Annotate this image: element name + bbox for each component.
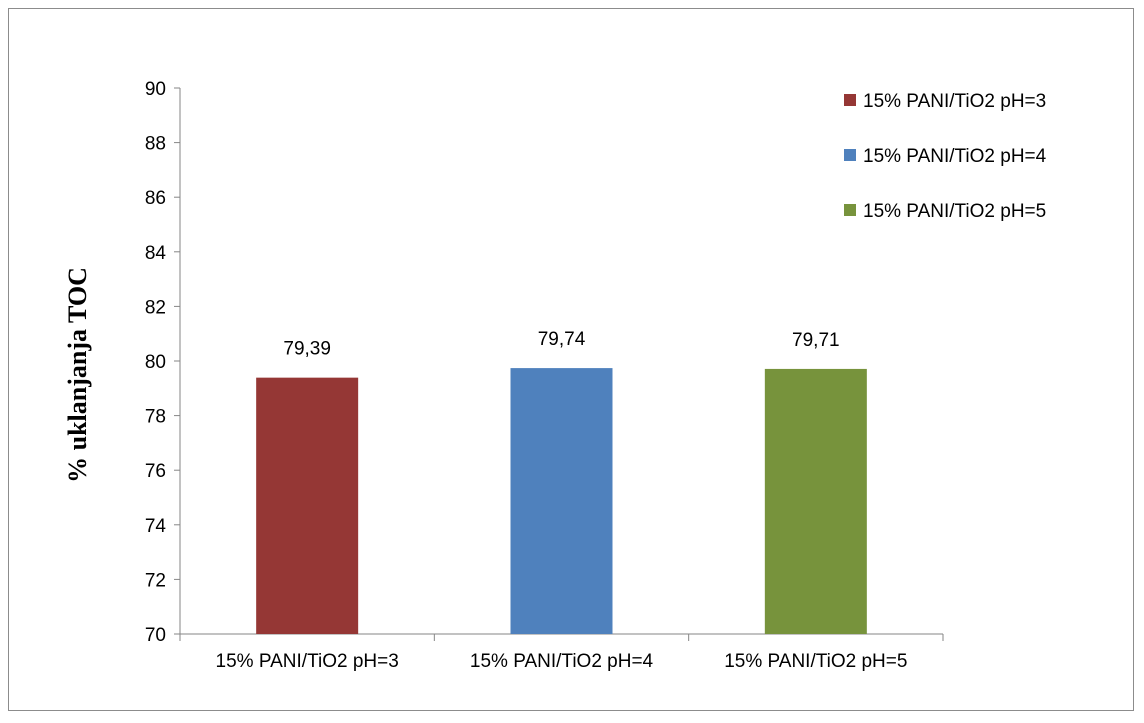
y-tick-label: 74 bbox=[145, 516, 167, 537]
y-tick-label: 78 bbox=[145, 407, 166, 428]
bars: 79,39 79,74 79,71 bbox=[256, 329, 867, 634]
bar bbox=[764, 368, 867, 634]
y-tick-label: 80 bbox=[145, 352, 166, 373]
legend-swatch bbox=[844, 149, 856, 161]
x-tick-label: 15% PANI/TiO2 pH=5 bbox=[724, 651, 907, 672]
legend-swatch bbox=[844, 204, 856, 216]
bar bbox=[256, 377, 359, 634]
y-tick-label: 70 bbox=[145, 625, 166, 646]
legend-entry: 15% PANI/TiO2 pH=5 bbox=[863, 201, 1046, 222]
legend-entry: 15% PANI/TiO2 pH=3 bbox=[863, 91, 1046, 112]
y-tick-label: 84 bbox=[145, 243, 167, 264]
y-tick-label: 76 bbox=[145, 461, 166, 482]
data-label: 79,71 bbox=[792, 330, 840, 351]
legend-entry: 15% PANI/TiO2 pH=4 bbox=[863, 146, 1047, 167]
y-axis-label: % uklanjanja TOC bbox=[63, 267, 92, 483]
y-tick-label: 88 bbox=[145, 134, 166, 155]
x-tick-label: 15% PANI/TiO2 pH=3 bbox=[216, 651, 399, 672]
data-label: 79,39 bbox=[283, 339, 331, 360]
y-tick-label: 86 bbox=[145, 188, 166, 209]
bar bbox=[510, 368, 613, 634]
legend: 15% PANI/TiO2 pH=3 15% PANI/TiO2 pH=4 15% … bbox=[844, 91, 1047, 222]
y-tick-label: 90 bbox=[145, 79, 166, 100]
y-tick-label: 72 bbox=[145, 570, 166, 591]
legend-swatch bbox=[844, 94, 856, 106]
y-tick-label: 82 bbox=[145, 297, 166, 318]
data-label: 79,74 bbox=[538, 329, 586, 350]
x-tick-label: 15% PANI/TiO2 pH=4 bbox=[470, 651, 654, 672]
